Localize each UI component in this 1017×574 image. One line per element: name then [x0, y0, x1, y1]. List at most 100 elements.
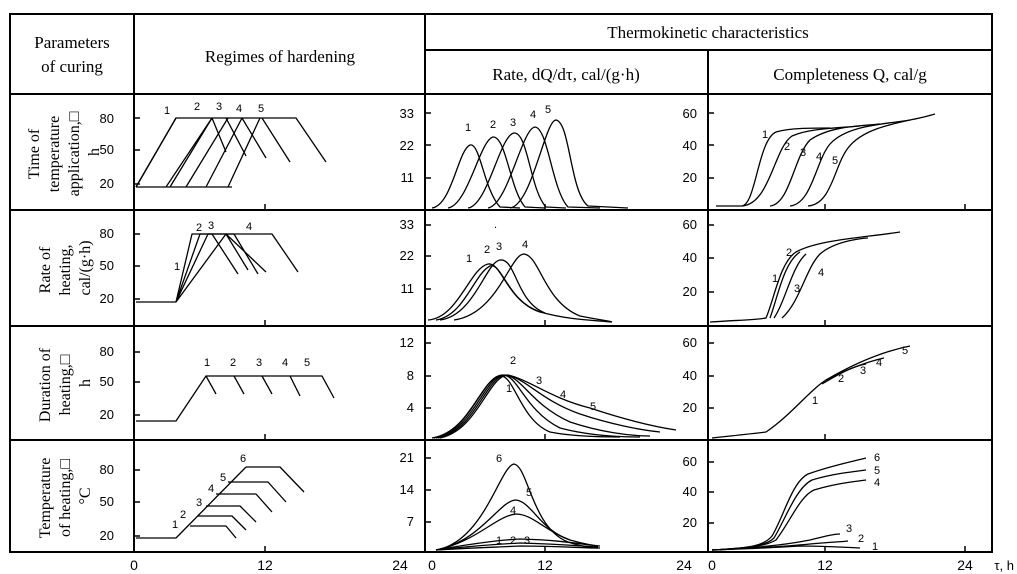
- row-label-3-line: h: [77, 379, 94, 387]
- row3-regime-yaxis: 80 50 20: [100, 344, 140, 422]
- row1-regime-curves: 1 2 3 4 5: [135, 101, 327, 188]
- row1-regime-fall: [211, 117, 227, 153]
- row4-regime-label: 5: [220, 472, 226, 484]
- row2-rate-label: 4: [522, 239, 528, 251]
- row4-rate-tick: 7: [407, 514, 414, 529]
- row1-rate-label: 4: [530, 109, 536, 121]
- row1-comp-label: 2: [784, 141, 790, 153]
- row3-rate-curves: 1 2 3 4 5: [431, 355, 677, 439]
- header-parameters-line1: Parameters: [34, 33, 110, 52]
- row4-regime-label: 4: [208, 483, 214, 495]
- row4-comp-curve-5: [711, 469, 867, 551]
- row3-comp-tick: 20: [683, 400, 697, 415]
- row1-comp-tick: 40: [683, 138, 697, 153]
- row4-comp-tick: 20: [683, 515, 697, 530]
- row1-regime-tick: 80: [100, 111, 114, 126]
- row4-regime-label: 6: [240, 453, 246, 465]
- row4-regime-curves: 1 2 3 4 5 6: [136, 453, 305, 539]
- row3-comp-tick: 40: [683, 368, 697, 383]
- row3-regime-curve-3: [261, 375, 273, 395]
- row2-rate-curve-3: [439, 259, 546, 321]
- row3-comp-curve: [711, 345, 911, 439]
- x-tick-comp-24: 24: [957, 557, 973, 573]
- row1-comp-label: 5: [832, 155, 838, 167]
- row1-comp-label: 3: [800, 147, 806, 159]
- row-label-3-line: heating,□: [57, 354, 74, 415]
- row1-regime-label: 1: [164, 105, 170, 117]
- row4-rate-label: 4: [510, 505, 516, 517]
- row3-comp-label: 5: [902, 345, 908, 357]
- row1-comp-yaxis: 60 40 20: [683, 106, 714, 185]
- row-label-2: Rate of heating, cal/(g·h): [37, 240, 94, 295]
- row3-regime-tick: 20: [100, 407, 114, 422]
- row4-rate-curves: 1 2 3 4 5 6: [435, 453, 601, 551]
- row-label-2-line: Rate of: [37, 246, 54, 293]
- row3-regime-curve-1: [205, 375, 217, 395]
- row4-rate-label: 2: [510, 535, 516, 547]
- row3-comp-label: 4: [876, 357, 882, 369]
- x-tick-rate-24: 24: [676, 557, 692, 573]
- row2-regime-label: 3: [208, 220, 214, 232]
- row2-comp-curve-3: [773, 253, 807, 319]
- row3-regime-curve-4: [289, 375, 301, 397]
- x-axis-unit: τ, h: [994, 558, 1014, 573]
- row2-regime-label: 4: [246, 221, 252, 233]
- row3-regime-curve-2: [233, 375, 245, 395]
- row3-rate-curve-5: [439, 374, 677, 439]
- row4-regime-base: [136, 466, 247, 539]
- row3-comp-curves: 1 2 3 4 5: [711, 345, 911, 439]
- header-rate: Rate, dQ/dτ, cal/(g·h): [492, 65, 640, 84]
- row2-comp-curve-4: [781, 237, 869, 319]
- row1-rate-tick: 22: [400, 138, 414, 153]
- row1-regime-label: 2: [194, 101, 200, 113]
- row1-comp-tick: 60: [683, 106, 697, 121]
- row4-regime-label: 1: [172, 519, 178, 531]
- x-tick-comp-12: 12: [817, 557, 833, 573]
- row2-rate-tick: 22: [400, 248, 414, 263]
- row-label-1: Time of temperature application,□ h: [26, 111, 103, 196]
- row4-comp-label: 2: [858, 533, 864, 545]
- row1-comp-tick: 20: [683, 170, 697, 185]
- row4-rate-curve-4: [435, 513, 601, 551]
- row2-regime-curves: 1 2 3 4: [136, 220, 299, 303]
- row2-rate-curves: 1 2 3 4 .: [427, 219, 613, 323]
- row2-rate-curve-2: [435, 265, 541, 321]
- row4-rate-curve-1: [435, 545, 599, 551]
- row4-comp-tick: 60: [683, 454, 697, 469]
- row1-rate-yaxis: 33 22 11: [400, 106, 431, 185]
- row2-comp-tick: 20: [683, 284, 697, 299]
- x-tick-regime-0: 0: [130, 557, 138, 573]
- row3-regime-tick: 80: [100, 344, 114, 359]
- row1-regime-fall: [261, 117, 291, 163]
- row2-rate-label: 2: [484, 244, 490, 256]
- row3-comp-label: 1: [812, 395, 818, 407]
- row1-regime-curve-3: [185, 117, 229, 188]
- row-label-1-line: h: [86, 148, 103, 156]
- row1-regime-label: 3: [216, 101, 222, 113]
- table-grid: [9, 13, 993, 553]
- row2-regime-curve-3: [175, 233, 259, 303]
- row1-comp-curve-1: [716, 127, 831, 207]
- row4-rate-label: 1: [496, 535, 502, 547]
- row3-rate-label: 4: [560, 389, 566, 401]
- row-label-3: Duration of heating,□ h: [37, 347, 94, 422]
- row1-comp-curve-3: [769, 123, 881, 207]
- row4-rate-label: 5: [526, 487, 532, 499]
- row4-regime-label: 3: [196, 497, 202, 509]
- row3-comp-curve: [821, 363, 867, 385]
- row4-regime-tick: 80: [100, 462, 114, 477]
- x-axis-ticks: 0 12 24 0 12 24 0 12 24 τ, h: [130, 204, 1014, 573]
- row3-rate-label: 1: [506, 383, 512, 395]
- row1-regime-curve-4: [205, 117, 243, 188]
- row1-rate-label: 2: [490, 119, 496, 131]
- row4-rate-tick: 14: [400, 482, 414, 497]
- row1-comp-curve-4: [789, 119, 911, 207]
- row2-regime-curve-4: [175, 233, 299, 303]
- svg-text:Temperature of heating,□: Temperature of heating,□ °C: [37, 454, 94, 539]
- row1-comp-label: 1: [762, 129, 768, 141]
- row4-comp-yaxis: 60 40 20: [683, 454, 714, 530]
- row2-rate-curve-4: [453, 253, 613, 323]
- row4-comp-label: 5: [874, 465, 880, 477]
- row2-comp-curves: 1 2 3 4: [709, 231, 901, 323]
- row4-comp-label: 4: [874, 477, 880, 489]
